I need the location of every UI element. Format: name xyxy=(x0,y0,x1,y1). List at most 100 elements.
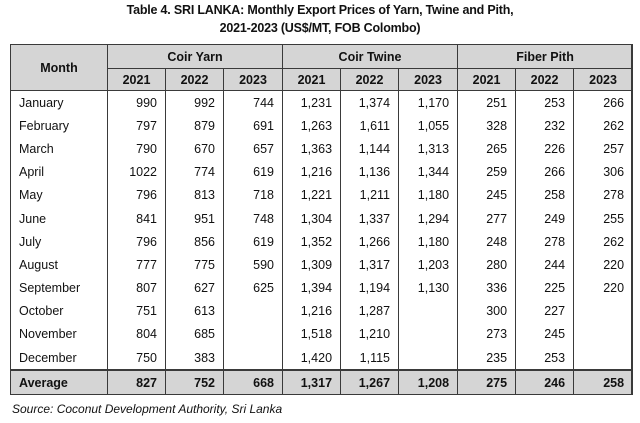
price-cell: 220 xyxy=(573,253,634,277)
month-cell: November xyxy=(10,322,108,347)
year-header-cell: 2022 xyxy=(165,68,224,91)
price-cell: 796 xyxy=(107,183,166,207)
price-cell xyxy=(573,299,634,323)
group-header-row: Month Coir Yarn Coir Twine Fiber Pith xyxy=(10,44,634,91)
table-row: July 796 856 619 1,352 1,266 1,180 248 278 262 xyxy=(10,230,634,254)
price-cell: 1,352 xyxy=(282,230,342,254)
table-row: November 804 685 1,518 1,210 273 245 xyxy=(10,322,634,347)
price-cell: 262 xyxy=(573,230,634,254)
average-cell: 246 xyxy=(515,369,575,396)
price-cell: 685 xyxy=(165,322,224,347)
month-cell: September xyxy=(10,276,108,300)
average-cell: 1,267 xyxy=(340,369,400,396)
month-cell: December xyxy=(10,346,108,371)
price-cell: 777 xyxy=(107,253,166,277)
price-cell: 1,144 xyxy=(340,137,400,161)
year-header-row: 2021 2022 2023 2021 2022 2023 2021 2022 2023 xyxy=(11,68,634,91)
price-cell xyxy=(222,346,284,371)
price-cell: 245 xyxy=(515,322,575,347)
price-cell: 1,518 xyxy=(282,322,342,347)
year-header-cell: 2022 xyxy=(340,68,400,91)
price-cell: 300 xyxy=(457,299,517,323)
price-cell: 657 xyxy=(222,137,284,161)
group-header-coir-twine: Coir Twine xyxy=(282,44,459,69)
price-cell: 1,194 xyxy=(340,276,400,300)
price-cell: 248 xyxy=(457,230,517,254)
price-cell: 1,313 xyxy=(398,137,459,161)
price-cell: 807 xyxy=(107,276,166,300)
price-cell: 1,130 xyxy=(398,276,459,300)
table-row: February 797 879 691 1,263 1,611 1,055 328 232 26… xyxy=(10,114,634,138)
average-cell: 668 xyxy=(222,369,284,396)
price-cell: 1,221 xyxy=(282,183,342,207)
price-cell xyxy=(398,346,459,371)
month-cell: May xyxy=(10,183,108,207)
price-cell: 744 xyxy=(222,90,284,115)
price-cell: 1,055 xyxy=(398,114,459,138)
price-cell: 1,337 xyxy=(340,206,400,231)
price-cell xyxy=(398,299,459,323)
price-cell: 1,211 xyxy=(340,183,400,207)
price-cell: 1,170 xyxy=(398,90,459,115)
price-cell: 1,115 xyxy=(340,346,400,371)
price-cell: 1,294 xyxy=(398,206,459,231)
price-cell: 1,394 xyxy=(282,276,342,300)
average-cell: 827 xyxy=(107,369,166,396)
table-row: August 777 775 590 1,309 1,317 1,203 280 244 220 xyxy=(10,253,634,277)
price-cell: 625 xyxy=(222,276,284,300)
price-cell: 1,304 xyxy=(282,206,342,231)
month-cell: August xyxy=(10,253,108,277)
month-cell: June xyxy=(10,206,108,231)
price-cell: 1,180 xyxy=(398,183,459,207)
price-cell: 1,611 xyxy=(340,114,400,138)
price-cell: 841 xyxy=(107,206,166,231)
price-cell: 278 xyxy=(573,183,634,207)
price-cell: 1,210 xyxy=(340,322,400,347)
average-label: Average xyxy=(10,369,108,396)
table-row: December 750 383 1,420 1,115 235 253 xyxy=(10,346,634,371)
group-header-coir-yarn: Coir Yarn xyxy=(106,44,284,69)
price-cell: 244 xyxy=(515,253,575,277)
price-cell: 590 xyxy=(222,253,284,277)
price-cell: 259 xyxy=(457,160,517,184)
price-cell: 277 xyxy=(457,206,517,231)
month-cell: April xyxy=(10,160,108,184)
table-row: May 796 813 718 1,221 1,211 1,180 245 258 278 xyxy=(10,183,634,207)
price-cell: 1,266 xyxy=(340,230,400,254)
price-cell: 856 xyxy=(165,230,224,254)
price-cell: 1,216 xyxy=(282,160,342,184)
price-cell: 226 xyxy=(515,137,575,161)
month-cell: March xyxy=(10,137,108,161)
price-cell: 251 xyxy=(457,90,517,115)
price-cell: 336 xyxy=(457,276,517,300)
price-cell xyxy=(398,322,459,347)
price-cell: 249 xyxy=(515,206,575,231)
price-cell: 990 xyxy=(107,90,166,115)
average-cell: 752 xyxy=(165,369,224,396)
average-cell: 1,317 xyxy=(282,369,342,396)
export-prices-table: Month Coir Yarn Coir Twine Fiber Pith 20… xyxy=(10,44,634,396)
table-body: January 990 992 744 1,231 1,374 1,170 251 253 266… xyxy=(10,90,634,371)
price-cell: 619 xyxy=(222,160,284,184)
month-cell: February xyxy=(10,114,108,138)
price-cell: 670 xyxy=(165,137,224,161)
price-cell: 1,309 xyxy=(282,253,342,277)
price-cell: 1,203 xyxy=(398,253,459,277)
table-row: September 807 627 625 1,394 1,194 1,130 336 225 2… xyxy=(10,276,634,300)
price-cell: 613 xyxy=(165,299,224,323)
price-cell: 1,374 xyxy=(340,90,400,115)
price-cell: 1,287 xyxy=(340,299,400,323)
year-header-cell: 2023 xyxy=(573,68,634,91)
table-row: January 990 992 744 1,231 1,374 1,170 251 253 266 xyxy=(10,90,634,115)
month-cell: July xyxy=(10,230,108,254)
price-cell: 225 xyxy=(515,276,575,300)
month-column-header: Month xyxy=(10,44,108,91)
price-cell: 265 xyxy=(457,137,517,161)
price-cell: 245 xyxy=(457,183,517,207)
price-cell: 266 xyxy=(573,90,634,115)
price-cell: 253 xyxy=(515,346,575,371)
price-cell: 1,317 xyxy=(340,253,400,277)
average-cell: 275 xyxy=(457,369,517,396)
price-cell: 235 xyxy=(457,346,517,371)
price-cell: 278 xyxy=(515,230,575,254)
